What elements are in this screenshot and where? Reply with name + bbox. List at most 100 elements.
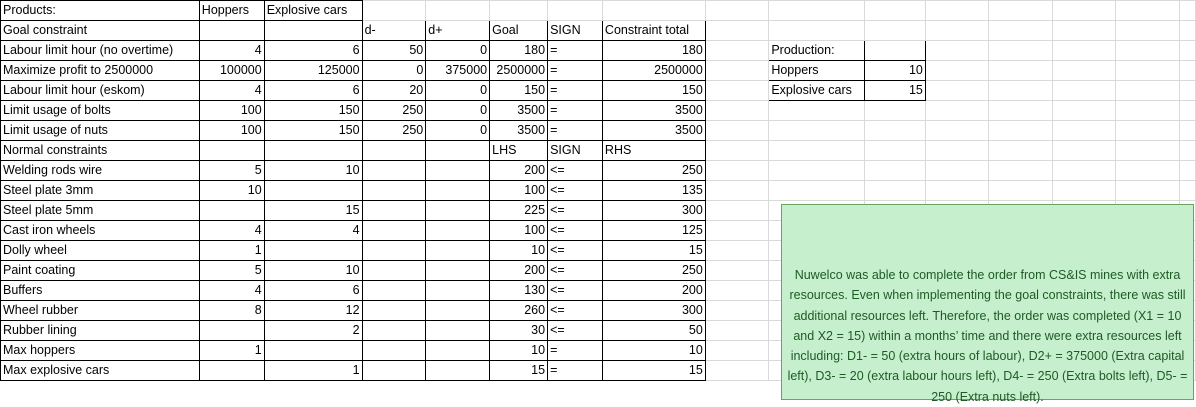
empty-cell[interactable] — [704, 320, 770, 341]
empty-cell[interactable] — [704, 280, 770, 301]
hoppers-coef[interactable]: 1 — [198, 240, 265, 261]
empty-cell[interactable] — [1178, 40, 1196, 61]
empty-cell[interactable] — [988, 120, 1053, 141]
d-plus-value[interactable]: 0 — [425, 40, 491, 61]
cars-coef[interactable]: 4 — [263, 220, 363, 241]
empty-cell[interactable] — [864, 160, 926, 181]
empty-cell[interactable] — [361, 200, 427, 221]
constraint-label[interactable]: Cast iron wheels — [0, 220, 200, 241]
cars-coef[interactable]: 1 — [263, 360, 363, 381]
lhs-value[interactable]: 100 — [489, 180, 549, 201]
sign-value[interactable]: = — [547, 80, 603, 101]
constraint-total-value[interactable]: 2500000 — [601, 60, 706, 81]
cars-coef[interactable]: 10 — [263, 260, 363, 281]
empty-cell[interactable] — [198, 20, 265, 41]
goal-row-label[interactable]: Labour limit hour (no overtime) — [0, 40, 200, 61]
empty-cell[interactable] — [361, 360, 427, 381]
empty-cell[interactable] — [924, 140, 990, 161]
constraint-label[interactable]: Welding rods wire — [0, 160, 200, 181]
cars-coef[interactable]: 125000 — [263, 60, 363, 81]
products-header[interactable]: Products: — [0, 0, 200, 21]
empty-cell[interactable] — [988, 40, 1053, 61]
constraint-label[interactable]: Steel plate 5mm — [0, 200, 200, 221]
empty-cell[interactable] — [1178, 80, 1196, 101]
empty-cell[interactable] — [425, 140, 491, 161]
lhs-value[interactable]: 200 — [489, 260, 549, 281]
lhs-value[interactable]: 10 — [489, 240, 549, 261]
empty-cell[interactable] — [924, 120, 990, 141]
lhs-value[interactable]: 30 — [489, 320, 549, 341]
production-value[interactable]: 10 — [864, 60, 926, 81]
rhs-value[interactable]: 50 — [601, 320, 706, 341]
lhs-value[interactable]: 200 — [489, 160, 549, 181]
constraint-label[interactable]: Wheel rubber — [0, 300, 200, 321]
empty-cell[interactable] — [704, 200, 770, 221]
hoppers-coef[interactable]: 100 — [198, 120, 265, 141]
empty-cell[interactable] — [425, 180, 491, 201]
empty-cell[interactable] — [864, 120, 926, 141]
empty-cell[interactable] — [864, 180, 926, 201]
empty-cell[interactable] — [547, 0, 603, 21]
constraint-label[interactable]: Max explosive cars — [0, 360, 200, 381]
sign-value[interactable]: <= — [547, 280, 603, 301]
empty-cell[interactable] — [361, 140, 427, 161]
sign-value[interactable]: = — [547, 120, 603, 141]
empty-cell[interactable] — [425, 360, 491, 381]
sign-value[interactable]: = — [547, 360, 603, 381]
rhs-value[interactable]: 15 — [601, 360, 706, 381]
d-plus-value[interactable]: 0 — [425, 120, 491, 141]
cars-coef[interactable]: 6 — [263, 80, 363, 101]
empty-cell[interactable] — [1051, 80, 1117, 101]
constraint-label[interactable]: Steel plate 3mm — [0, 180, 200, 201]
empty-cell[interactable] — [1115, 80, 1180, 101]
empty-cell[interactable] — [1051, 60, 1117, 81]
constraint-label[interactable]: Buffers — [0, 280, 200, 301]
empty-cell[interactable] — [361, 240, 427, 261]
hoppers-coef[interactable] — [198, 200, 265, 221]
empty-cell[interactable] — [988, 160, 1053, 181]
empty-cell[interactable] — [425, 160, 491, 181]
empty-cell[interactable] — [1178, 120, 1196, 141]
production-label[interactable]: Hoppers — [768, 60, 866, 81]
rhs-value[interactable]: 10 — [601, 340, 706, 361]
empty-cell[interactable] — [1051, 140, 1117, 161]
hoppers-coef[interactable]: 4 — [198, 280, 265, 301]
empty-cell[interactable] — [988, 0, 1053, 21]
constraint-total-value[interactable]: 3500 — [601, 100, 706, 121]
empty-cell[interactable] — [924, 60, 990, 81]
empty-cell[interactable] — [768, 180, 866, 201]
empty-cell[interactable] — [704, 80, 770, 101]
empty-cell[interactable] — [425, 280, 491, 301]
empty-cell[interactable] — [425, 320, 491, 341]
hoppers-coef[interactable] — [198, 360, 265, 381]
hoppers-coef[interactable]: 4 — [198, 40, 265, 61]
empty-cell[interactable] — [1051, 40, 1117, 61]
empty-cell[interactable] — [1178, 100, 1196, 121]
empty-cell[interactable] — [704, 300, 770, 321]
sign-value[interactable]: <= — [547, 160, 603, 181]
rhs-value[interactable]: 200 — [601, 280, 706, 301]
cars-coef[interactable]: 10 — [263, 160, 363, 181]
empty-cell[interactable] — [988, 20, 1053, 41]
rhs-value[interactable]: 300 — [601, 200, 706, 221]
sign-value[interactable]: <= — [547, 300, 603, 321]
d-minus-value[interactable]: 0 — [361, 60, 427, 81]
empty-cell[interactable] — [988, 100, 1053, 121]
hoppers-coef[interactable]: 1 — [198, 340, 265, 361]
d-minus-value[interactable]: 50 — [361, 40, 427, 61]
empty-cell[interactable] — [864, 100, 926, 121]
empty-cell[interactable] — [704, 60, 770, 81]
constraint-total-header[interactable]: Constraint total — [601, 20, 706, 41]
empty-cell[interactable] — [263, 140, 363, 161]
hoppers-coef[interactable]: 8 — [198, 300, 265, 321]
empty-cell[interactable] — [361, 220, 427, 241]
empty-cell[interactable] — [1115, 160, 1180, 181]
empty-cell[interactable] — [1051, 180, 1117, 201]
production-title[interactable]: Production: — [768, 40, 866, 61]
hoppers-coef[interactable]: 4 — [198, 220, 265, 241]
goal-value[interactable]: 2500000 — [489, 60, 549, 81]
empty-cell[interactable] — [704, 160, 770, 181]
rhs-value[interactable]: 135 — [601, 180, 706, 201]
empty-cell[interactable] — [704, 20, 770, 41]
empty-cell[interactable] — [1178, 140, 1196, 161]
